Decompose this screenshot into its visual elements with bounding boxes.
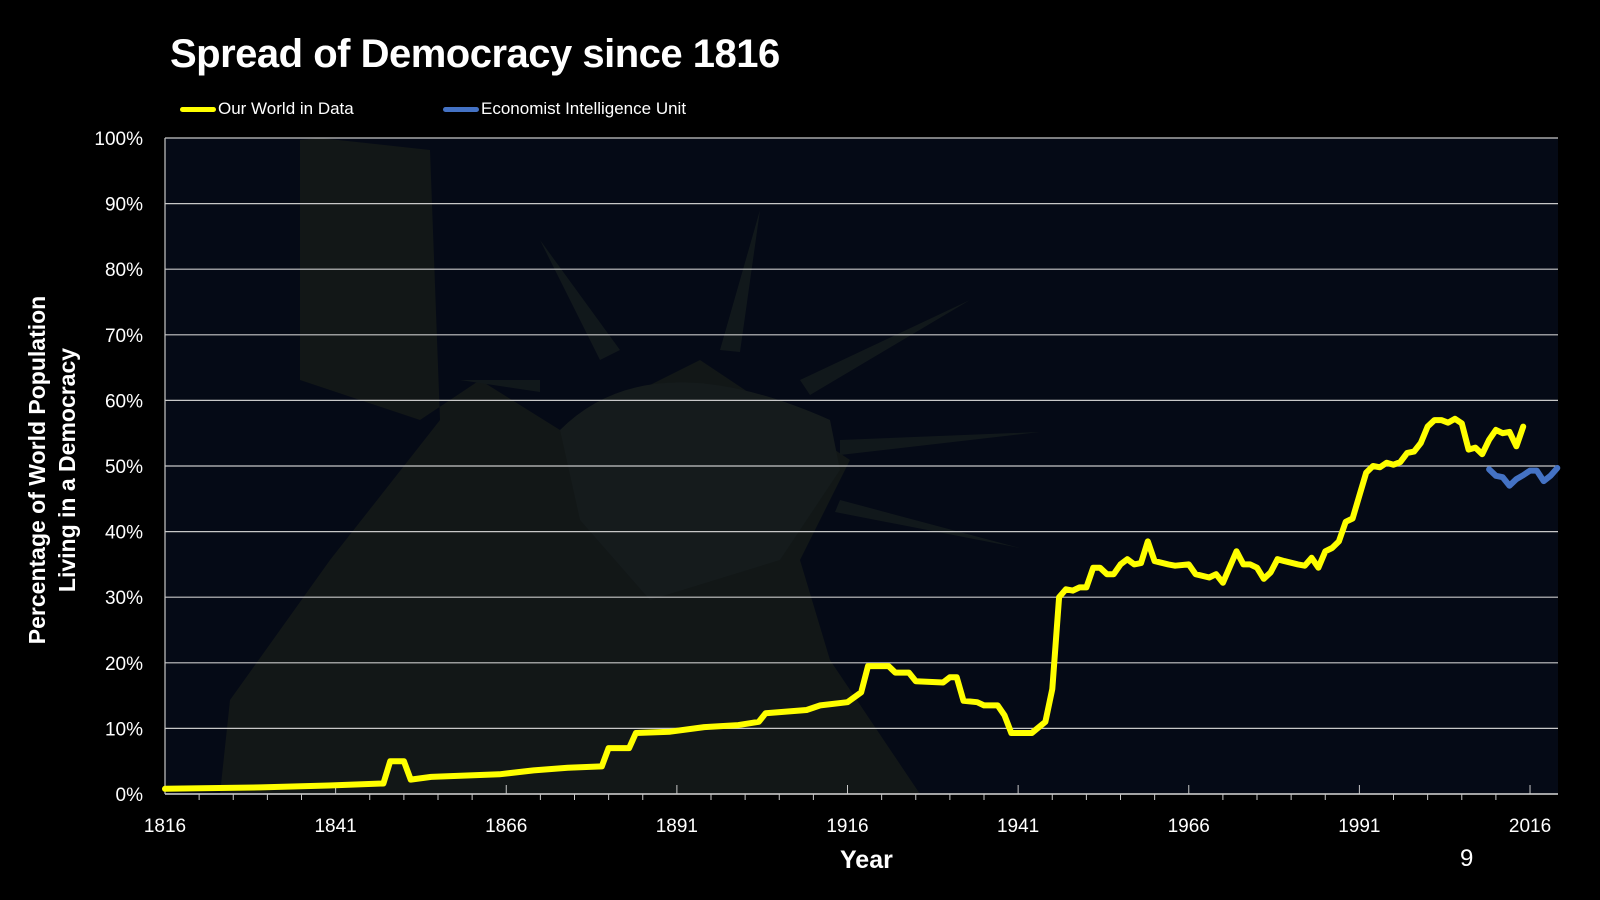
legend-label: Economist Intelligence Unit xyxy=(481,99,687,118)
x-tick-label: 2016 xyxy=(1509,816,1551,837)
legend-swatch-yellow xyxy=(180,106,216,112)
x-tick-label: 1966 xyxy=(1168,816,1210,837)
y-axis-title-line1: Percentage of World Population xyxy=(24,295,50,645)
y-tick-label: 0% xyxy=(116,785,144,806)
y-axis-title-line2: Living in a Democracy xyxy=(54,347,80,593)
y-tick-label: 80% xyxy=(105,260,143,281)
x-tick-label: 1991 xyxy=(1338,816,1380,837)
y-tick-label: 90% xyxy=(105,195,143,216)
series-lines xyxy=(162,415,1561,792)
series-line-our-world-in-data xyxy=(162,415,1527,792)
y-tick-label: 60% xyxy=(105,391,143,412)
legend-swatch-blue xyxy=(443,106,479,112)
x-tick-label: 1916 xyxy=(826,816,868,837)
x-axis-title: Year xyxy=(840,846,893,874)
legend-item-owid: Our World in Data xyxy=(180,99,354,119)
y-tick-label: 30% xyxy=(105,588,143,609)
chart-title: Spread of Democracy since 1816 xyxy=(170,32,780,76)
series-line-economist-intelligence-unit xyxy=(1486,465,1561,489)
y-tick-label: 20% xyxy=(105,654,143,675)
x-tick-label: 1816 xyxy=(144,816,186,837)
y-axis-title: Percentage of World Population Living in… xyxy=(22,296,82,644)
x-tick-label: 1841 xyxy=(314,816,356,837)
gridlines xyxy=(165,137,1558,795)
y-axis: 0% 10% 20% 30% 40% 50% 60% 70% 80% 90% 100% xyxy=(94,129,166,806)
y-tick-label: 10% xyxy=(105,719,143,740)
x-axis: 1816 1841 1866 1891 1916 1941 1966 1991 2016 xyxy=(144,785,1558,837)
x-tick-label: 1941 xyxy=(997,816,1039,837)
y-tick-label: 100% xyxy=(94,129,143,150)
page-number: 9 xyxy=(1460,845,1474,872)
legend-item-eiu: Economist Intelligence Unit xyxy=(443,99,686,119)
y-tick-label: 70% xyxy=(105,326,143,347)
x-tick-label: 1891 xyxy=(656,816,698,837)
legend-label: Our World in Data xyxy=(218,99,354,118)
x-tick-label: 1866 xyxy=(485,816,527,837)
y-tick-label: 50% xyxy=(105,457,143,478)
y-tick-label: 40% xyxy=(105,523,143,544)
